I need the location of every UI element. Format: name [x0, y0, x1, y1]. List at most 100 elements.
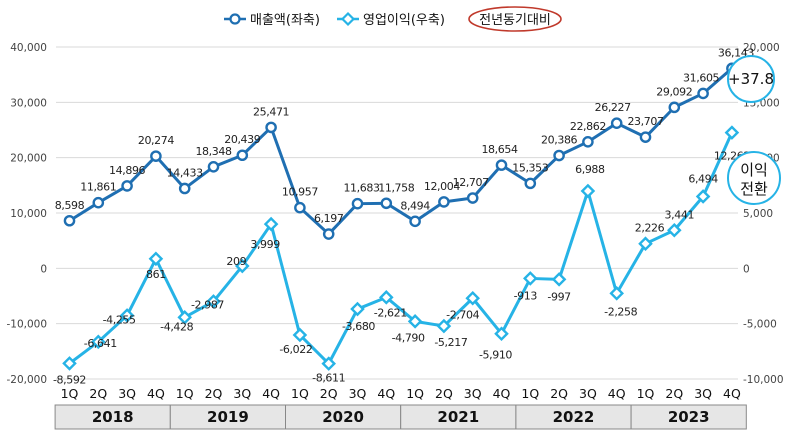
profit-marker — [436, 318, 452, 334]
profit-data-label: -913 — [514, 289, 538, 302]
quarter-label: 4Q — [493, 386, 511, 401]
quarter-label: 1Q — [291, 386, 309, 401]
profit-marker — [235, 258, 250, 274]
profit-marker — [551, 272, 567, 287]
profit-marker — [638, 236, 653, 251]
right-tick-label: -10,000 — [743, 374, 784, 386]
year-band — [169, 404, 286, 430]
sales-data-label: 26,227 — [595, 101, 631, 114]
sales-data-label: 25,471 — [253, 105, 289, 118]
sales-marker — [582, 136, 594, 148]
year-label: 2021 — [437, 408, 479, 426]
profit-data-label: -5,910 — [479, 349, 512, 362]
profit-marker — [119, 308, 135, 323]
sales-data-label: 8,598 — [55, 199, 85, 212]
left-axis: -20,000 -10,000 0 10,000 20,000 30,000 40,000 — [6, 42, 47, 386]
profit-data-label: -5,217 — [434, 336, 467, 349]
quarter-label: 4Q — [147, 386, 165, 401]
left-tick-label: -10,000 — [6, 319, 47, 331]
legend: 매출액(좌축) 영업이익(우축) 전년동기대비 — [224, 6, 562, 32]
profit-data-label: -6,641 — [84, 337, 117, 350]
profit-data-label: -2,987 — [191, 298, 224, 311]
profit-data-label: 3,999 — [250, 238, 280, 251]
quarter-label: 1Q — [61, 386, 79, 401]
profit-data-label: 2,226 — [635, 222, 665, 235]
profit-data-label: 3,441 — [665, 208, 695, 221]
sales-marker — [121, 180, 133, 192]
sales-data-label: 29,092 — [656, 85, 692, 98]
profit-data-label: -4,428 — [160, 320, 193, 333]
profit-data-label: 6,988 — [575, 163, 605, 176]
quarter-label: 2Q — [205, 386, 223, 401]
profit-marker — [667, 222, 682, 238]
right-tick-label: 5,000 — [743, 208, 773, 220]
sales-data-label: 14,433 — [167, 166, 203, 179]
x-axis: 1Q 2Q 3Q 4Q 1Q 2Q 3Q 4Q 1Q 2Q 3Q 4Q 1Q 2Q 3Q 4Q 1Q 2Q 3Q 4Q… — [54, 386, 747, 430]
sales-data-label: 15,353 — [512, 161, 548, 174]
sales-data-label: 31,605 — [683, 71, 719, 84]
profit-marker — [62, 356, 77, 371]
profit-data-label: -4,790 — [392, 331, 425, 344]
sales-data-label: 11,758 — [378, 181, 414, 194]
sales-marker — [207, 161, 220, 173]
profit-data-label: -2,621 — [374, 306, 407, 319]
legend-yoy-label: 전년동기대비 — [479, 13, 551, 28]
legend-profit-marker — [340, 11, 356, 27]
legend-yoy-ellipse — [468, 6, 562, 32]
sales-data-label: 18,348 — [195, 145, 231, 158]
profit-marker — [494, 326, 509, 342]
sales-marker — [322, 228, 335, 240]
profit-marker — [206, 294, 221, 309]
year-label: 2023 — [668, 408, 710, 426]
sales-data-label: 6,197 — [314, 212, 344, 225]
profit-data-label: -8,611 — [312, 372, 345, 385]
sales-marker — [438, 196, 450, 208]
right-tick-label: -5,000 — [743, 319, 777, 331]
sales-yoy-text: +37.8 — [728, 70, 774, 88]
year-label: 2018 — [92, 408, 134, 426]
sales-marker — [697, 87, 709, 100]
quarter-label: 4Q — [377, 386, 395, 401]
right-tick-label: 0 — [743, 263, 750, 275]
profit-turnaround-line2: 전환 — [740, 180, 768, 198]
quarter-label: 3Q — [233, 386, 251, 401]
sales-data-label: 8,494 — [400, 199, 430, 212]
year-band — [54, 404, 171, 430]
left-tick-label: 10,000 — [10, 208, 47, 220]
year-label: 2022 — [553, 408, 595, 426]
profit-data-label: -8,592 — [53, 373, 86, 386]
quarter-label: 2Q — [320, 386, 338, 401]
legend-sales-marker — [229, 13, 241, 25]
profit-marker — [695, 189, 711, 204]
quarter-label: 1Q — [176, 386, 194, 401]
year-band — [515, 404, 632, 430]
sales-data-label: 23,707 — [627, 115, 663, 128]
quarter-label: 2Q — [435, 386, 453, 401]
sales-marker — [92, 196, 105, 209]
legend-profit-label: 영업이익(우축) — [363, 13, 445, 28]
profit-data-label: 861 — [146, 268, 166, 281]
sales-marker — [668, 101, 681, 114]
sales-data-label: 12,004 — [424, 180, 460, 193]
profit-turnaround-line1: 이익 — [740, 161, 768, 179]
year-band — [400, 404, 517, 430]
sales-marker — [294, 201, 306, 214]
profit-marker — [580, 183, 596, 199]
sales-data-label: 11,861 — [80, 181, 116, 194]
sales-marker — [639, 131, 652, 143]
profit-turnaround-annotation: 이익 전환 — [727, 151, 781, 205]
sales-data-label: 20,386 — [541, 134, 577, 147]
sales-data-label: 14,896 — [109, 164, 145, 177]
sales-marker — [409, 215, 421, 228]
profit-marker — [292, 327, 308, 343]
profit-marker — [177, 310, 192, 325]
sales-data-label: 18,654 — [481, 143, 517, 156]
sales-data-label: 11,683 — [343, 182, 379, 195]
gridlines — [56, 46, 738, 380]
profit-marker — [523, 271, 538, 286]
left-tick-label: 20,000 — [10, 153, 47, 165]
sales-yoy-annotation: +37.8 — [727, 55, 775, 103]
sales-marker — [178, 182, 191, 195]
